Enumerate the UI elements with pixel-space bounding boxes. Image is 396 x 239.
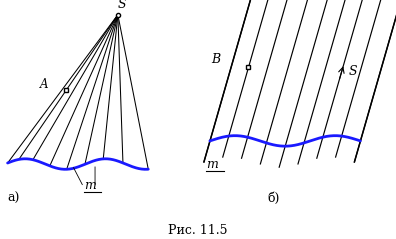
Text: m: m (206, 158, 218, 171)
Text: Рис. 11.5: Рис. 11.5 (168, 224, 228, 237)
Text: б): б) (267, 192, 280, 205)
Text: S: S (348, 65, 357, 78)
Text: S: S (117, 0, 126, 11)
Text: a): a) (8, 192, 20, 205)
Text: B: B (211, 53, 220, 66)
Text: m: m (84, 179, 95, 192)
Text: A: A (40, 78, 48, 91)
